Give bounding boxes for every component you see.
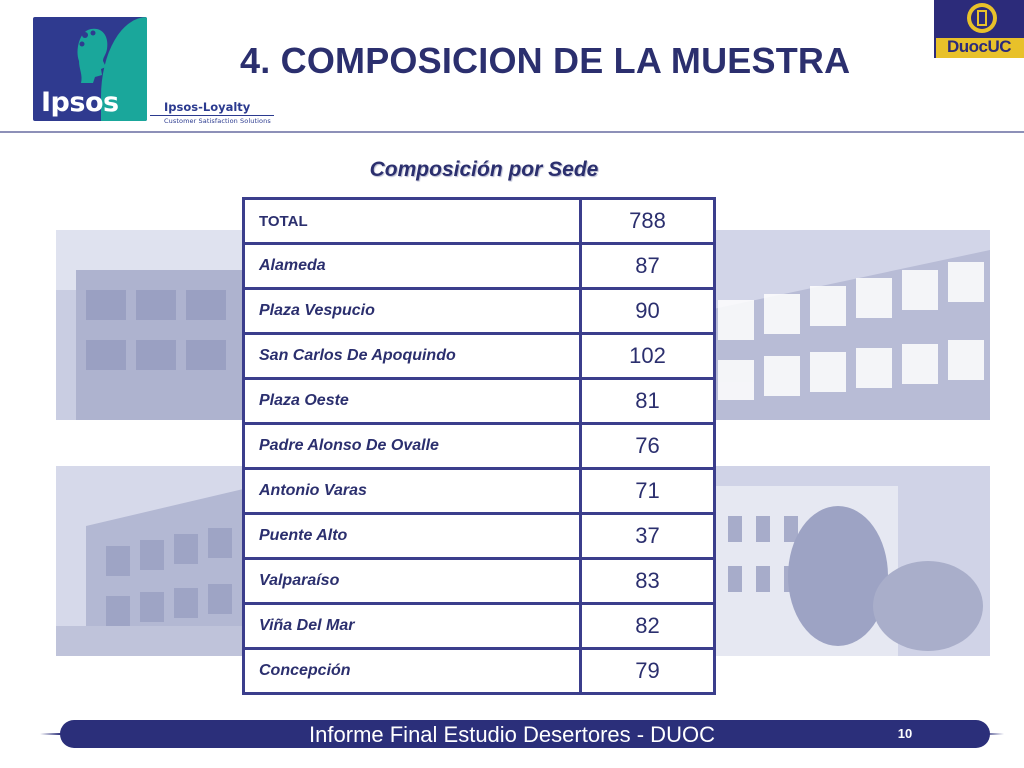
sede-name-cell: Concepción (243, 648, 582, 694)
header-divider (0, 131, 1024, 133)
sede-name-cell: Plaza Vespucio (243, 288, 582, 335)
sede-name-cell: Viña Del Mar (243, 603, 582, 650)
sede-name-cell: Valparaíso (243, 558, 582, 605)
duoc-logo-band (936, 38, 1024, 58)
table-row: Padre Alonso De Ovalle 76 (243, 423, 715, 470)
loyalty-divider (150, 115, 274, 116)
table-row-total: TOTAL 788 (243, 198, 715, 245)
page-title: 4. COMPOSICION DE LA MUESTRA (240, 40, 851, 81)
sede-count-cell: 83 (580, 558, 715, 605)
sede-count-cell: 102 (580, 333, 715, 380)
composition-table-body: TOTAL 788 Alameda 87 Plaza Vespucio 90 San Car… (243, 198, 715, 694)
sede-count-cell: 79 (635, 658, 660, 683)
table-row: Plaza Oeste 81 (243, 378, 715, 425)
table-row: Antonio Varas 71 (243, 468, 715, 515)
ipsos-head-icon (77, 28, 108, 83)
table-row: Alameda 87 (243, 243, 715, 290)
sede-count-cell: 788 (580, 198, 715, 245)
table-row: Plaza Vespucio 90 (243, 288, 715, 335)
sede-count-cell: 87 (580, 243, 715, 290)
table-row: San Carlos De Apoquindo 102 (243, 333, 715, 380)
table-row: Concepción 79 (243, 648, 715, 694)
sede-count-cell: 90 (580, 288, 715, 335)
table-row: Viña Del Mar 82 (243, 603, 715, 650)
ipsos-loyalty-name: Ipsos-Loyalty (164, 100, 251, 114)
sede-name-cell: Padre Alonso De Ovalle (243, 423, 582, 470)
sede-count-cell: 81 (580, 378, 715, 425)
sede-name-cell: Alameda (243, 243, 582, 290)
ipsos-logo: Ipsos (33, 17, 147, 121)
composition-table: TOTAL 788 Alameda 87 Plaza Vespucio 90 San Car… (242, 197, 716, 695)
ipsos-loyalty-logo: Ipsos-Loyalty Customer Satisfaction Solu… (150, 101, 276, 125)
page-number: 10 (897, 726, 913, 741)
ipsos-logo-text: Ipsos (41, 87, 119, 118)
table-row: Puente Alto 37 (243, 513, 715, 560)
footer-bar (40, 720, 1004, 748)
duoc-logo: DuocUC (934, 0, 1024, 58)
sede-count-cell: 37 (580, 513, 715, 560)
sede-count-cell: 76 (580, 423, 715, 470)
duoc-shield-icon (967, 3, 997, 33)
table-row: Valparaíso 83 (243, 558, 715, 605)
ipsos-loyalty-tagline: Customer Satisfaction Solutions (164, 117, 271, 125)
sede-name-cell: San Carlos De Apoquindo (243, 333, 582, 380)
sede-count-cell: 71 (580, 468, 715, 515)
sede-name-cell: Puente Alto (243, 513, 582, 560)
sede-count-cell: 82 (580, 603, 715, 650)
sede-name-cell: Antonio Varas (243, 468, 582, 515)
duoc-logo-text: DuocUC (946, 37, 1012, 56)
footer-text: Informe Final Estudio Desertores - DUOC (309, 722, 715, 747)
sede-name-cell: TOTAL (243, 198, 582, 245)
sede-name-cell: Plaza Oeste (243, 378, 582, 425)
table-subtitle: Composición por Sede (369, 158, 599, 181)
